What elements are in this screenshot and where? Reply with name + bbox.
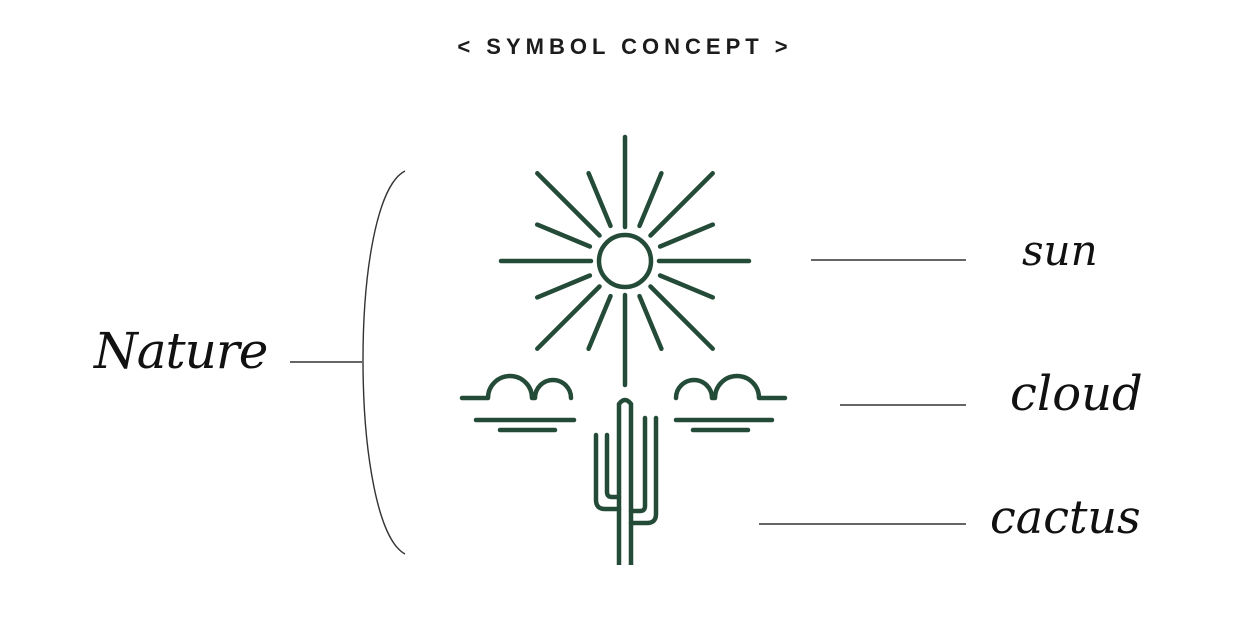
sun-ray xyxy=(586,170,613,229)
sun-ray xyxy=(586,293,613,352)
cloud-left xyxy=(459,373,577,433)
sun-ray xyxy=(648,171,715,238)
sun-ray xyxy=(648,284,715,351)
sun-ray xyxy=(535,171,602,238)
cloud-icon xyxy=(459,373,788,433)
label-cactus: cactus xyxy=(990,490,1141,544)
page-title: < SYMBOL CONCEPT > xyxy=(457,34,793,59)
label-cloud: cloud xyxy=(1010,366,1143,422)
sun-ray xyxy=(534,273,593,300)
label-sun: sun xyxy=(1022,226,1098,275)
sun-ray xyxy=(657,222,716,249)
sun-ray xyxy=(534,222,593,249)
sun-ray xyxy=(637,170,664,229)
sun-ray xyxy=(657,273,716,300)
group-bracket xyxy=(362,170,406,555)
sun-icon xyxy=(498,134,752,388)
cloud-right xyxy=(673,373,788,433)
sun-ray xyxy=(637,293,664,352)
label-nature: Nature xyxy=(94,322,268,380)
sun-rays xyxy=(498,134,752,388)
sun-disc xyxy=(596,232,654,290)
sun-ray xyxy=(535,284,602,351)
cactus-icon xyxy=(593,397,659,565)
